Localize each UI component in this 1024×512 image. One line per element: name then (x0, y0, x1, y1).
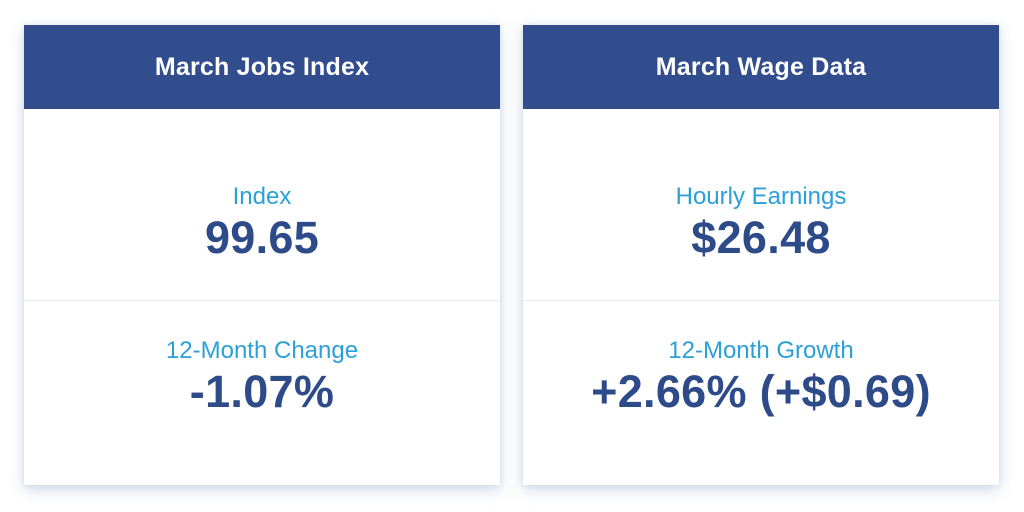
stat-section-12-month-change: 12-Month Change -1.07% (24, 300, 500, 485)
wage-data-card-header: March Wage Data (523, 25, 999, 109)
jobs-index-card-header: March Jobs Index (24, 25, 500, 109)
stat-value: +2.66% (+$0.69) (591, 365, 931, 417)
stat-label: Index (232, 183, 292, 210)
stat-value: 99.65 (204, 211, 320, 263)
wage-data-card-body: Hourly Earnings $26.48 12-Month Growth +… (523, 109, 999, 485)
jobs-index-card-body: Index 99.65 12-Month Change -1.07% (24, 109, 500, 485)
card-title: March Jobs Index (154, 52, 370, 81)
stat-value: -1.07% (189, 365, 335, 417)
stat-value: $26.48 (691, 211, 831, 263)
stat-section-hourly-earnings: Hourly Earnings $26.48 (523, 109, 999, 300)
card-title: March Wage Data (655, 52, 867, 81)
stats-dashboard: March Jobs Index Index 99.65 12-Month Ch… (24, 25, 999, 485)
stat-label: 12-Month Growth (668, 337, 854, 364)
wage-data-card: March Wage Data Hourly Earnings $26.48 1… (523, 25, 999, 485)
stat-label: 12-Month Change (165, 337, 359, 364)
jobs-index-card: March Jobs Index Index 99.65 12-Month Ch… (24, 25, 500, 485)
stat-section-12-month-growth: 12-Month Growth +2.66% (+$0.69) (523, 300, 999, 485)
stat-section-index: Index 99.65 (24, 109, 500, 300)
stat-label: Hourly Earnings (675, 183, 847, 210)
